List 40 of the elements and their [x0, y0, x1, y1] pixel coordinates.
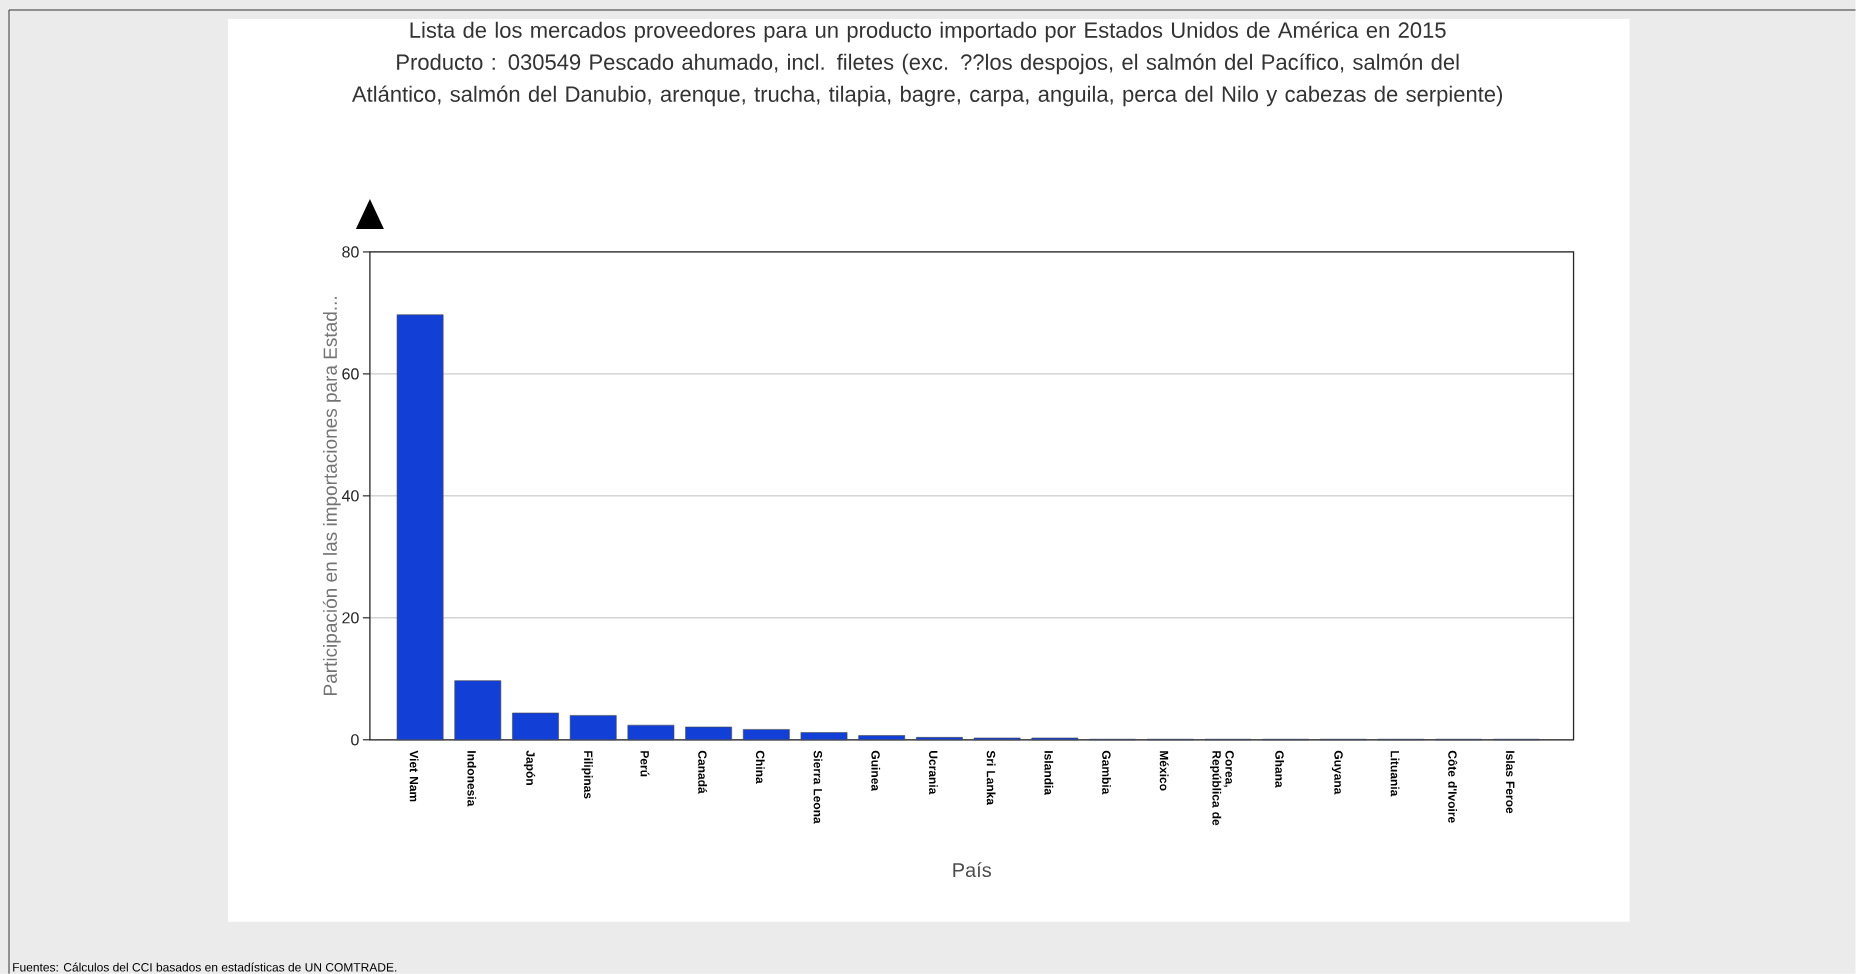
bar	[685, 726, 732, 740]
bar	[512, 712, 559, 740]
x-tick-label: Indonesia	[467, 751, 477, 807]
x-tick-label: Corea, República de	[1209, 750, 1234, 826]
y-tick-label: 20	[342, 612, 359, 624]
x-tick-label: Islandia	[1044, 751, 1054, 795]
x-axis-title: País	[953, 862, 991, 877]
x-tick-label: Guinea	[871, 750, 881, 791]
y-tick-label: 80	[342, 246, 359, 258]
y-axis-title: Participación en las importaciones para Estad...	[322, 296, 341, 695]
x-tick-label: Ghana	[1275, 750, 1285, 788]
y-tick-label: 40	[341, 490, 359, 502]
x-tick-label: Lituania	[1390, 751, 1400, 797]
x-tick-label: Côte d'Ivoire	[1448, 750, 1458, 823]
x-tick-label: Ucrania	[929, 750, 938, 795]
bar	[396, 314, 444, 740]
x-tick-label: Islas Feroe	[1506, 751, 1515, 814]
bar	[742, 729, 790, 740]
bar	[627, 724, 675, 740]
y-tick-label: 60	[342, 368, 359, 380]
x-tick-label: Sierra Leona	[813, 750, 823, 824]
chart-title: Lista de los mercados proveedores para un producto importado por Estados Unidos de América en 2015	[410, 21, 1446, 43]
x-tick-label: Guyana	[1331, 750, 1343, 795]
x-tick-label: México	[1159, 751, 1169, 791]
bar	[916, 736, 963, 740]
x-tick-label: Filipinas	[581, 751, 593, 799]
bar	[800, 732, 848, 740]
x-tick-label: Japón	[523, 750, 536, 785]
y-tick-label: 0	[351, 734, 359, 746]
x-tick-label: Gambia	[1102, 750, 1111, 795]
x-tick-label: Sri Lanka	[986, 750, 996, 805]
x-tick-label: Canadá	[698, 750, 708, 794]
x-tick-label: Perú	[640, 751, 650, 777]
x-tick-label: China	[755, 750, 765, 784]
bar	[454, 680, 502, 740]
bar	[569, 715, 617, 740]
chart-subtitle: Producto : 030549 Pescado ahumado, incl. filetes (exc. ??los despojos, el salmón del Pacífico, salmón del Atlántico, salmón del Danubio, arenque, trucha, tilapia, bagre, carpa, anguila, perca del Nilo y cabezas de serpiente)	[351, 53, 1503, 107]
bar	[858, 735, 906, 740]
source-note: Fuentes: Cálculos del CCI basados en estadísticas de UN COMTRADE.	[13, 962, 397, 972]
x-tick-label: Viet Nam	[409, 750, 419, 802]
